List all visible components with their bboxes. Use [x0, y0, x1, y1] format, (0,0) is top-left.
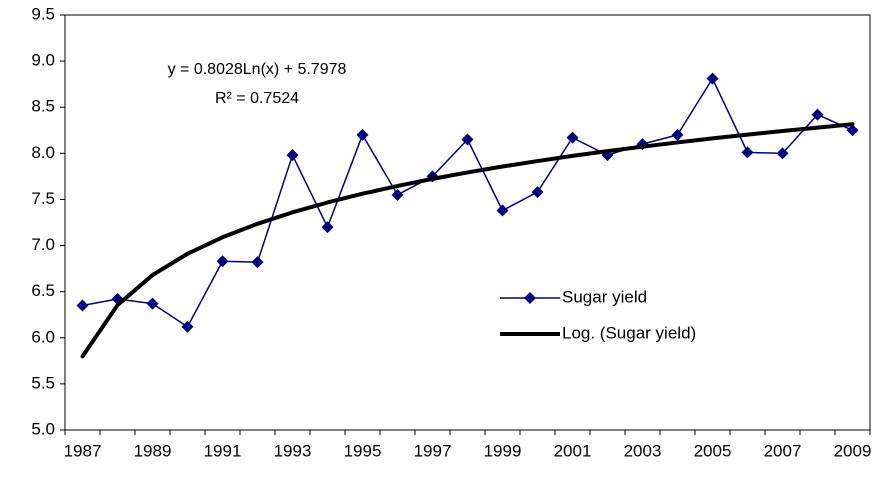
- x-tick-label: 2009: [834, 441, 872, 460]
- marker: [671, 128, 684, 141]
- y-tick-label: 7.5: [31, 189, 55, 208]
- y-tick-label: 9.5: [31, 4, 55, 23]
- marker: [76, 299, 89, 312]
- y-tick-label: 6.0: [31, 327, 55, 346]
- y-tick-label: 5.0: [31, 419, 55, 438]
- marker: [811, 108, 824, 121]
- r-squared: R² = 0.7524: [215, 90, 299, 107]
- x-tick-label: 2003: [624, 441, 662, 460]
- legend-label: Log. (Sugar yield): [562, 323, 696, 342]
- legend-marker: [524, 292, 536, 304]
- x-tick-label: 1991: [204, 441, 242, 460]
- x-tick-label: 1993: [274, 441, 312, 460]
- x-tick-label: 1997: [414, 441, 452, 460]
- marker: [706, 72, 719, 85]
- y-tick-label: 8.0: [31, 143, 55, 162]
- trend-line: [80, 122, 855, 359]
- plot-area: [64, 14, 871, 431]
- x-tick-label: 1989: [134, 441, 172, 460]
- y-tick-label: 7.0: [31, 235, 55, 254]
- series-line: [81, 77, 854, 328]
- marker: [496, 204, 509, 217]
- marker: [181, 320, 194, 333]
- marker: [531, 186, 544, 199]
- legend-label: Sugar yield: [562, 287, 647, 306]
- x-tick-label: 1995: [344, 441, 382, 460]
- marker: [356, 128, 369, 141]
- marker: [391, 188, 404, 201]
- x-tick-label: 2007: [764, 441, 802, 460]
- marker: [321, 221, 334, 234]
- y-tick-label: 9.0: [31, 51, 55, 70]
- y-tick-label: 5.5: [31, 373, 55, 392]
- x-tick-label: 2001: [554, 441, 592, 460]
- x-tick-label: 1999: [484, 441, 522, 460]
- y-tick-label: 6.5: [31, 281, 55, 300]
- x-tick-label: 1987: [64, 441, 102, 460]
- x-tick-label: 2005: [694, 441, 732, 460]
- equation: y = 0.8028Ln(x) + 5.7978: [168, 61, 347, 78]
- marker: [566, 131, 579, 144]
- y-tick-label: 8.5: [31, 97, 55, 116]
- marker: [741, 146, 754, 159]
- marker: [846, 124, 859, 137]
- marker: [776, 147, 789, 160]
- marker: [146, 297, 159, 310]
- marker: [216, 255, 229, 268]
- marker: [251, 256, 264, 269]
- marker: [286, 149, 299, 162]
- marker: [461, 133, 474, 146]
